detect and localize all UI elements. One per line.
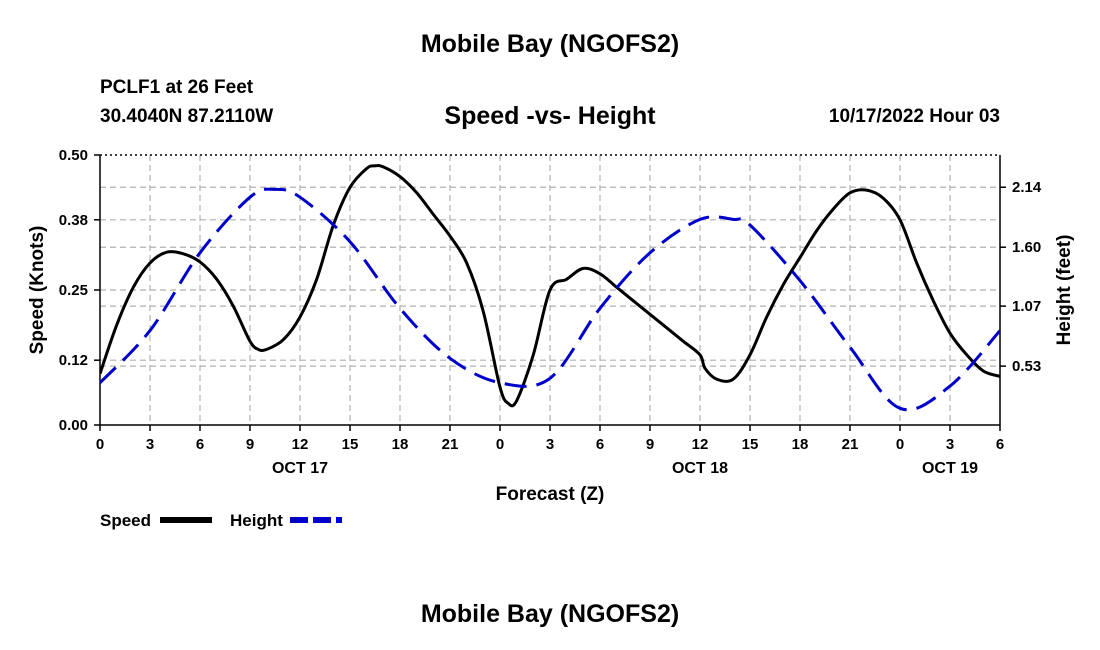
y-tick-label: 0.25 <box>59 282 88 299</box>
x-tick-label: 12 <box>292 436 309 453</box>
y2-tick-label: 2.14 <box>1012 179 1042 196</box>
x-tick-label: 0 <box>96 436 104 453</box>
x-tick-label: 9 <box>646 436 654 453</box>
station-coordinates: 30.4040N 87.2110W <box>100 106 274 127</box>
y2-axis-title: Height (feet) <box>1054 235 1075 346</box>
y-axis-title: Speed (Knots) <box>27 226 48 355</box>
y-tick-label: 0.00 <box>59 417 88 434</box>
footer-title: Mobile Bay (NGOFS2) <box>420 600 680 628</box>
y-tick-label: 0.50 <box>59 147 88 164</box>
x-tick-label: 15 <box>742 436 759 453</box>
height-series-line <box>100 187 1000 412</box>
station-label: PCLF1 at 26 Feet <box>100 77 254 98</box>
x-axis-title: Forecast (Z) <box>496 484 605 505</box>
x-tick-label: 21 <box>442 436 459 453</box>
x-tick-label: 9 <box>246 436 254 453</box>
x-tick-label: 3 <box>946 436 954 453</box>
x-tick-label: 0 <box>496 436 504 453</box>
legend-speed-label: Speed <box>100 511 151 530</box>
y-tick-label: 0.38 <box>59 212 88 229</box>
x-tick-label: 6 <box>996 436 1004 453</box>
x-tick-label: 18 <box>392 436 409 453</box>
day-label: OCT 19 <box>922 460 978 477</box>
x-tick-label: 21 <box>842 436 859 453</box>
x-tick-label: 0 <box>896 436 904 453</box>
x-tick-label: 3 <box>546 436 554 453</box>
chart-main-title: Mobile Bay (NGOFS2) <box>420 30 680 58</box>
x-tick-label: 18 <box>792 436 809 453</box>
day-label: OCT 18 <box>672 460 728 477</box>
chart-subtitle: Speed -vs- Height <box>444 102 656 130</box>
y-tick-label: 0.12 <box>59 352 88 369</box>
x-tick-label: 3 <box>146 436 154 453</box>
x-tick-label: 6 <box>196 436 204 453</box>
day-label: OCT 17 <box>272 460 328 477</box>
x-tick-label: 12 <box>692 436 709 453</box>
forecast-timestamp: 10/17/2022 Hour 03 <box>828 106 1000 127</box>
speed-series-line <box>100 164 1000 408</box>
y2-tick-label: 0.53 <box>1012 358 1041 375</box>
x-tick-label: 15 <box>342 436 359 453</box>
x-tick-label: 6 <box>596 436 604 453</box>
y2-tick-label: 1.07 <box>1012 298 1041 315</box>
legend-height-label: Height <box>230 511 283 530</box>
y2-tick-label: 1.60 <box>1012 239 1041 256</box>
